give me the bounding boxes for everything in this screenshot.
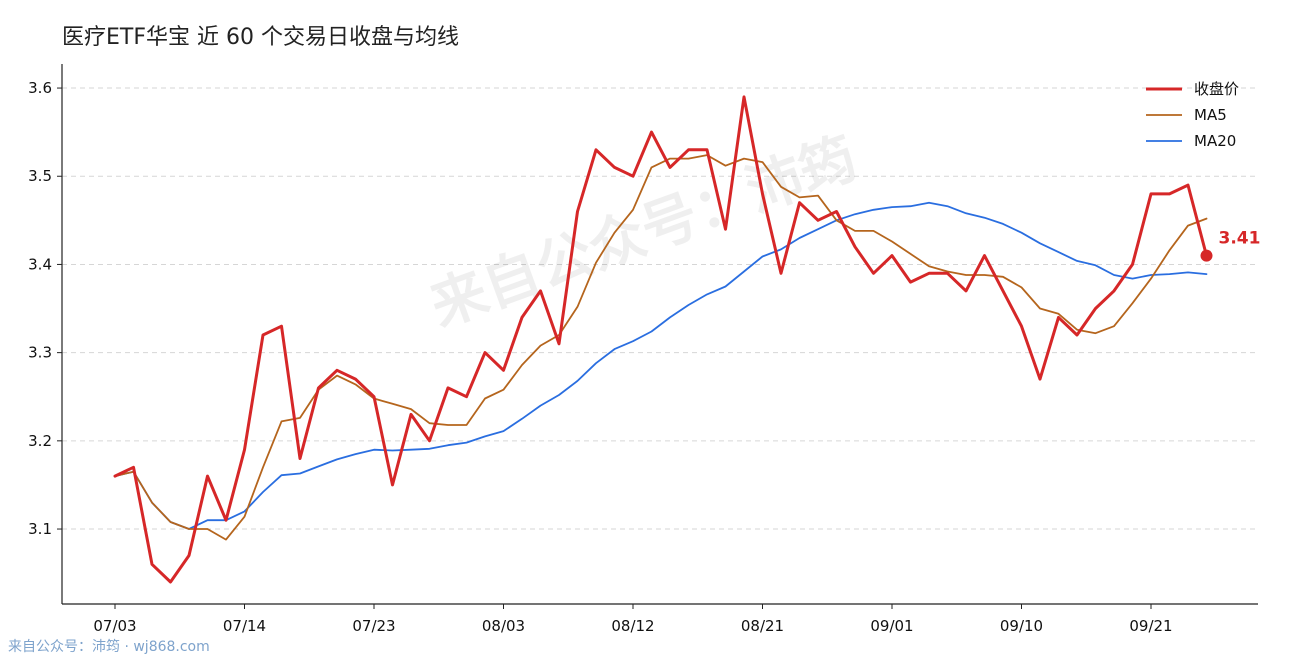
legend-label-ma5: MA5 [1194,106,1227,124]
legend-label-close: 收盘价 [1194,80,1239,98]
x-tick-label: 08/21 [741,617,784,635]
footer-source: 来自公众号：沛筠 · wj868.com [8,639,210,655]
last-point-marker: 3.41 [1200,229,1261,262]
series-line-ma5 [114,154,1208,541]
x-ticks: 07/03 07/14 07/23 08/03 08/12 08/21 09/01 09/10… [93,604,1173,635]
gridlines [62,87,1258,530]
x-tick-label: 07/03 [93,617,136,635]
series-line-close [113,95,1208,584]
legend: 收盘价 MA5 MA20 [1146,80,1239,150]
last-value-label: 3.41 [1219,229,1261,249]
y-tick-label: 3.2 [28,432,52,450]
chart-title: 医疗ETF华宝 近 60 个交易日收盘与均线 [62,25,459,50]
series-line-ma20 [114,201,1208,530]
y-tick-label: 3.5 [28,167,52,185]
y-tick-label: 3.3 [28,344,52,362]
y-ticks: 3.1 3.2 3.3 3.4 3.5 3.6 [28,79,62,538]
x-tick-label: 07/23 [352,617,395,635]
axes [61,64,1258,605]
x-tick-label: 09/21 [1129,617,1172,635]
y-tick-label: 3.1 [28,520,52,538]
watermark-text: 来自公众号：沛筠 [422,125,865,339]
x-tick-label: 08/12 [611,617,654,635]
series-group [113,95,1208,584]
y-tick-label: 3.6 [28,79,52,97]
x-tick-label: 08/03 [482,617,525,635]
x-tick-label: 07/14 [223,617,266,635]
legend-label-ma20: MA20 [1194,132,1236,150]
last-point-dot [1200,249,1213,262]
x-tick-label: 09/10 [1000,617,1043,635]
y-tick-label: 3.4 [28,255,52,273]
x-tick-label: 09/01 [870,617,913,635]
